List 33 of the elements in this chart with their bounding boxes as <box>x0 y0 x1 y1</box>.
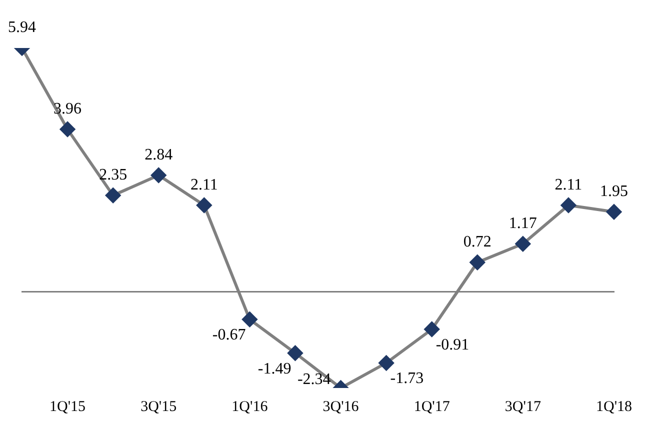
data-label: 0.72 <box>463 234 492 251</box>
data-label: -0.91 <box>436 336 470 354</box>
x-tick-label: 1Q'17 <box>414 398 450 415</box>
x-tick-label: 3Q'16 <box>322 398 360 415</box>
data-label: 2.35 <box>99 166 128 184</box>
x-tick-label: 3Q'17 <box>504 398 542 415</box>
point <box>106 188 121 203</box>
point <box>60 122 76 137</box>
point <box>196 198 212 213</box>
x-tick-label: 1Q'16 <box>232 398 268 415</box>
x-tick-label: 1Q'18 <box>596 398 632 415</box>
point <box>606 204 622 220</box>
data-label: -1.49 <box>258 360 292 378</box>
point <box>424 322 440 337</box>
data-label: -0.67 <box>212 326 246 344</box>
data-label: 3.96 <box>54 100 82 118</box>
data-label: 2.11 <box>554 176 582 194</box>
x-tick-label: 3Q'15 <box>140 398 177 415</box>
data-label: 5.94 <box>8 19 36 36</box>
point <box>560 198 576 213</box>
data-label: -1.73 <box>390 370 424 388</box>
point <box>515 236 530 252</box>
point <box>470 254 485 270</box>
point <box>288 346 303 361</box>
data-label: -2.34 <box>297 371 331 388</box>
data-label: 1.95 <box>600 183 628 200</box>
point <box>378 355 394 370</box>
point <box>151 168 166 183</box>
data-label: 1.17 <box>508 215 537 232</box>
data-label: 2.11 <box>190 176 218 194</box>
data-label: 2.84 <box>144 146 173 164</box>
point <box>242 312 258 327</box>
x-tick-label: 1Q'15 <box>50 398 86 415</box>
